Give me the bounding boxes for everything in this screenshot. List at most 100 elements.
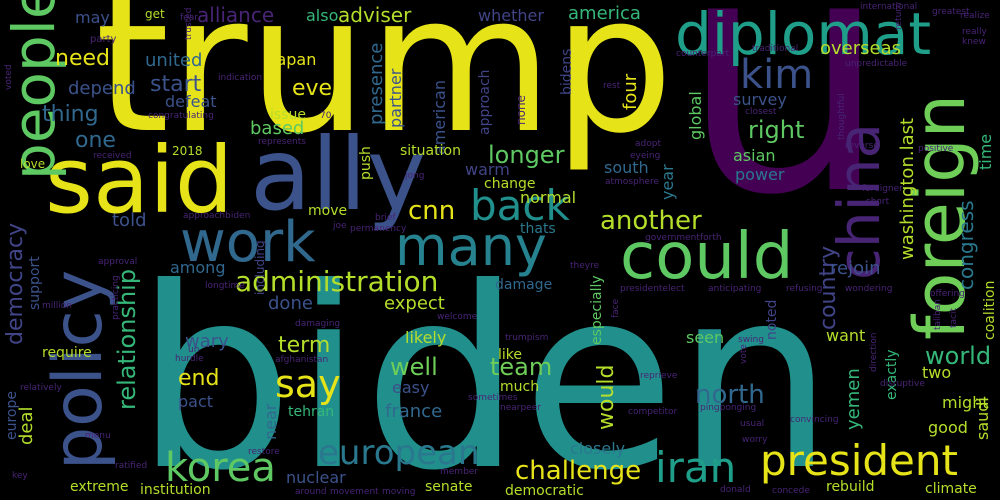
word-tacit: tacit: [949, 307, 959, 328]
word-power: power: [735, 165, 785, 184]
word-rejoin: rejoin: [830, 258, 881, 279]
word-told: told: [112, 210, 147, 231]
word-end: end: [178, 366, 220, 391]
word-nuclear: nuclear: [286, 468, 346, 487]
word-unpredictable: unpredictable: [845, 59, 908, 69]
word-jong: jong: [405, 171, 425, 181]
word-indication: indication: [218, 73, 263, 83]
word-administration: administration: [235, 265, 439, 298]
word-president: president: [760, 436, 958, 485]
word-face: face: [611, 298, 621, 318]
word-may: may: [75, 8, 110, 27]
word-closest: closest: [745, 107, 777, 117]
word-normal: normal: [520, 188, 577, 207]
word-permanency: permanency: [350, 224, 407, 234]
word-received: received: [93, 151, 132, 161]
word-well: well: [390, 353, 438, 381]
word-foreigner: foreigner: [862, 184, 903, 194]
word-work: work: [180, 210, 316, 275]
word-especially: especially: [589, 275, 605, 345]
word-concede: concede: [772, 486, 810, 496]
word-longer: longer: [488, 141, 565, 169]
word-back: back: [470, 181, 570, 230]
word-around: around: [295, 487, 327, 497]
word-represents: represents: [258, 137, 306, 147]
word-much: much: [500, 379, 540, 395]
word-deal: deal: [16, 406, 37, 445]
word-voted: voted: [4, 64, 14, 90]
word-refusing: refusing: [786, 284, 823, 294]
word-even: even: [292, 76, 347, 101]
word-bidens: bidens: [559, 48, 575, 95]
word-approach: approach: [477, 69, 493, 135]
word-good: good: [928, 418, 968, 437]
word-including: including: [253, 240, 267, 295]
word-international: international: [860, 2, 918, 12]
word-get: get: [145, 7, 165, 21]
word-two: two: [922, 363, 952, 382]
word-extreme: extreme: [70, 479, 129, 495]
word-thoughtful: thoughtful: [837, 93, 847, 140]
word-defeat: defeat: [165, 92, 217, 111]
word-asian: asian: [733, 146, 776, 165]
word-atmosphere: atmosphere: [605, 177, 659, 187]
word-moving: moving: [382, 487, 416, 497]
word-greatest: greatest: [932, 7, 970, 17]
word-alliance: alliance: [197, 3, 275, 27]
word-america: america: [568, 3, 641, 24]
word-eyeing: eyeing: [630, 151, 661, 161]
word-approachbiden: approachbiden: [183, 211, 251, 221]
word-survey: survey: [733, 90, 787, 109]
word-exactly: exactly: [884, 349, 900, 400]
word-iran: iran: [655, 443, 737, 492]
word-competitor: competitor: [628, 407, 678, 417]
word-cnn: cnn: [408, 196, 456, 226]
word-issue: issue: [270, 107, 306, 123]
word-overseas: overseas: [820, 38, 901, 59]
word-situation: situation: [400, 143, 461, 159]
word-million: million: [42, 301, 72, 311]
word-pact: pact: [178, 392, 214, 411]
word-traditional: traditional: [752, 44, 799, 54]
word-hurdle: hurdle: [175, 354, 204, 364]
word-support: support: [27, 256, 43, 310]
word-government: government: [645, 233, 700, 243]
word-usual: usual: [740, 419, 765, 429]
word-united: united: [145, 50, 203, 71]
word-closely: closely: [570, 439, 626, 458]
word-brief: brief: [375, 213, 396, 223]
word-direction: direction: [869, 332, 879, 372]
word-thats: thats: [520, 221, 556, 237]
word-wondering: wondering: [845, 284, 893, 294]
word-damage: damage: [495, 277, 553, 293]
word-senate: senate: [425, 479, 473, 495]
word-reprieve: reprieve: [640, 371, 678, 381]
word-sometimes: sometimes: [468, 393, 518, 403]
word-kim: kim: [740, 52, 814, 98]
word-u: u: [680, 0, 890, 267]
word-coalition: coalition: [982, 280, 998, 340]
word-south: south: [604, 158, 649, 177]
word-near: near: [261, 403, 280, 440]
word-presidentelect: presidentelect: [620, 284, 685, 294]
word-done: done: [268, 293, 313, 314]
word-said: said: [45, 127, 234, 234]
word-change: change: [484, 176, 536, 192]
word-return: return: [894, 2, 904, 30]
word-practicing: practicing: [111, 275, 121, 320]
word-trump: trump: [95, 0, 674, 175]
word-nearpeer: nearpeer: [500, 403, 541, 413]
word-thing: thing: [42, 102, 99, 127]
word-forth: forth: [700, 233, 722, 243]
word-afghanistan: afghanistan: [275, 355, 329, 365]
word-tehran: tehran: [288, 404, 335, 420]
word-short: short: [866, 197, 890, 207]
word-might: might: [942, 393, 989, 412]
word-rest: rest: [603, 81, 621, 91]
word-global: global: [686, 91, 705, 140]
word-ratified: ratified: [115, 461, 148, 471]
word-donald: donald: [720, 485, 751, 495]
word-japan: japan: [272, 50, 317, 69]
word-institution: institution: [140, 482, 211, 498]
